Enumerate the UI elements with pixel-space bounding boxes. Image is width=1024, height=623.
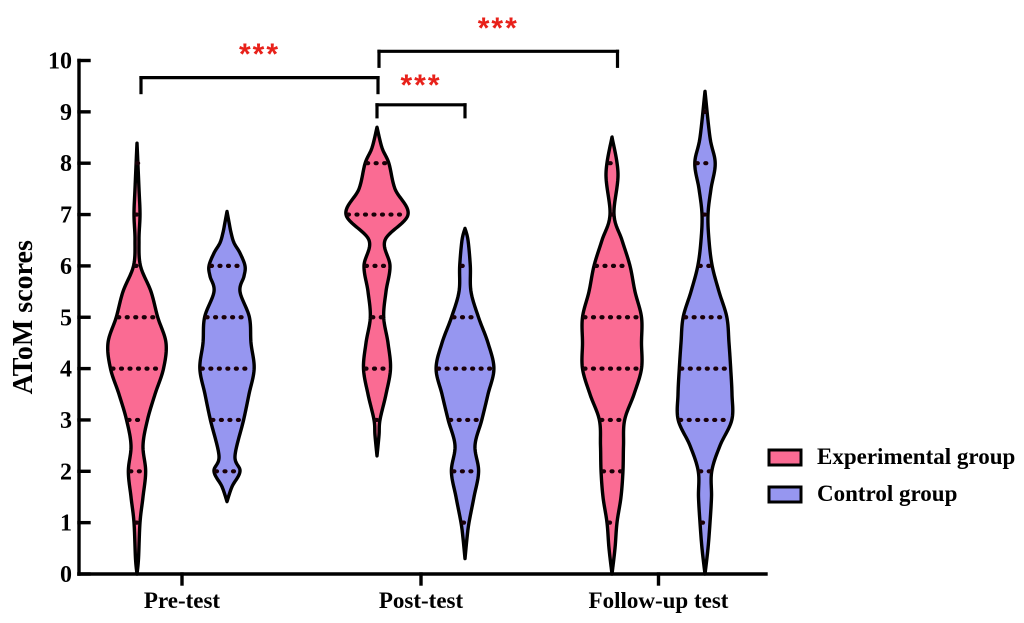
- svg-text:Post-test: Post-test: [379, 588, 464, 613]
- svg-text:10: 10: [48, 49, 72, 75]
- svg-text:4: 4: [60, 357, 72, 383]
- svg-text:Experimental group: Experimental group: [817, 444, 1015, 469]
- svg-text:Pre-test: Pre-test: [144, 588, 221, 613]
- svg-text:Control group: Control group: [817, 481, 957, 506]
- svg-text:3: 3: [60, 408, 72, 434]
- svg-text:6: 6: [60, 254, 72, 280]
- svg-text:8: 8: [60, 151, 72, 177]
- svg-text:***: ***: [400, 69, 441, 102]
- svg-text:5: 5: [60, 305, 72, 331]
- svg-text:***: ***: [478, 12, 519, 45]
- svg-text:AToM scores: AToM scores: [8, 240, 39, 394]
- svg-text:1: 1: [60, 511, 72, 537]
- svg-text:9: 9: [60, 100, 72, 126]
- svg-text:Follow-up test: Follow-up test: [589, 588, 729, 613]
- svg-text:2: 2: [60, 459, 72, 485]
- svg-text:7: 7: [60, 203, 72, 229]
- svg-text:***: ***: [239, 38, 280, 71]
- svg-text:0: 0: [60, 562, 72, 588]
